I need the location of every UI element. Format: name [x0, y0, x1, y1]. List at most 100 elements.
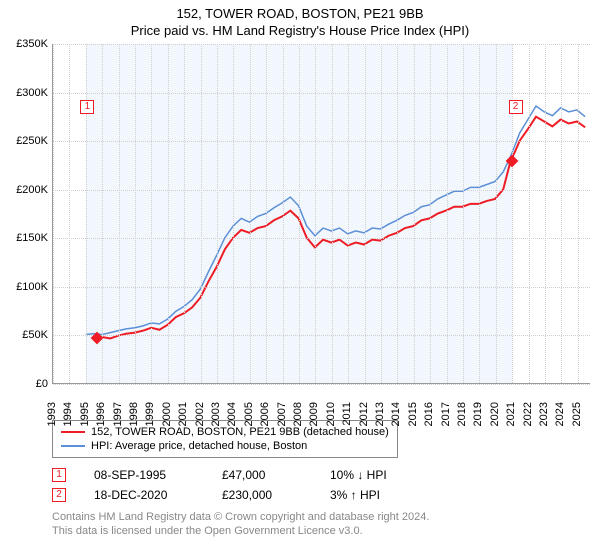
x-tick-label: 2006	[259, 402, 271, 426]
y-axis: £0£50K£100K£150K£200K£250K£300K£350K	[6, 44, 52, 384]
gridline-v	[496, 44, 497, 383]
gridline-v	[184, 44, 185, 383]
x-tick-label: 2016	[423, 402, 435, 426]
x-tick-label: 2012	[358, 402, 370, 426]
x-tick-label: 1994	[62, 402, 74, 426]
gridline-h	[53, 93, 590, 94]
event-marker-label: 2	[509, 100, 523, 114]
sale-marker: 2	[52, 488, 66, 502]
footer-attribution: Contains HM Land Registry data © Crown c…	[52, 510, 594, 539]
gridline-h	[53, 238, 590, 239]
x-tick-label: 2021	[505, 402, 517, 426]
chart-container: 152, TOWER ROAD, BOSTON, PE21 9BB Price …	[0, 0, 600, 560]
gridline-v	[86, 44, 87, 383]
gridline-v	[299, 44, 300, 383]
legend-label: HPI: Average price, detached house, Bost…	[91, 440, 307, 452]
gridline-v	[233, 44, 234, 383]
sale-row: 1 08-SEP-1995 £47,000 10% ↓ HPI	[52, 468, 594, 482]
gridline-v	[561, 44, 562, 383]
x-tick-label: 2008	[292, 402, 304, 426]
x-tick-label: 2005	[243, 402, 255, 426]
legend-swatch	[61, 431, 85, 433]
gridline-v	[250, 44, 251, 383]
x-tick-label: 2022	[522, 402, 534, 426]
legend-label: 152, TOWER ROAD, BOSTON, PE21 9BB (detac…	[91, 426, 389, 438]
sale-row: 218-DEC-2020£230,0003% ↑ HPI	[52, 488, 594, 502]
x-tick-label: 2013	[374, 402, 386, 426]
gridline-v	[529, 44, 530, 383]
gridline-v	[512, 44, 513, 383]
gridline-h	[53, 141, 590, 142]
sale-date: 08-SEP-1995	[94, 468, 194, 482]
sale-marker: 1	[52, 468, 66, 482]
footer-line2: This data is licensed under the Open Gov…	[52, 524, 594, 538]
x-tick-label: 2025	[571, 402, 583, 426]
y-tick-label: £100K	[16, 281, 48, 293]
x-tick-label: 2000	[161, 402, 173, 426]
gridline-v	[53, 44, 54, 383]
gridline-v	[283, 44, 284, 383]
legend-swatch	[61, 445, 85, 447]
gridline-v	[430, 44, 431, 383]
event-marker-label: 1	[80, 100, 94, 114]
gridline-v	[69, 44, 70, 383]
gridline-h	[53, 44, 590, 45]
gridline-v	[266, 44, 267, 383]
chart-svg	[53, 44, 590, 383]
gridline-h	[53, 190, 590, 191]
gridline-v	[381, 44, 382, 383]
sale-delta: 3% ↑ HPI	[330, 488, 380, 502]
x-tick-label: 1996	[95, 402, 107, 426]
sales-table: 108-SEP-1995£47,00010% ↓ HPI218-DEC-2020…	[52, 468, 594, 502]
y-tick-label: £0	[36, 378, 48, 390]
x-tick-label: 1998	[128, 402, 140, 426]
title-block: 152, TOWER ROAD, BOSTON, PE21 9BB Price …	[6, 6, 594, 38]
x-tick-label: 2002	[194, 402, 206, 426]
x-tick-label: 2018	[456, 402, 468, 426]
x-axis: 1993199419951996199719981999200020012002…	[52, 384, 590, 414]
y-tick-label: £350K	[16, 38, 48, 50]
x-tick-label: 2015	[407, 402, 419, 426]
gridline-v	[135, 44, 136, 383]
plot-area: 12	[52, 44, 590, 384]
y-tick-label: £300K	[16, 87, 48, 99]
x-tick-label: 2010	[325, 402, 337, 426]
gridline-v	[447, 44, 448, 383]
x-tick-label: 1995	[79, 402, 91, 426]
x-tick-label: 2001	[177, 402, 189, 426]
x-tick-label: 2011	[341, 402, 353, 426]
x-tick-label: 2024	[554, 402, 566, 426]
x-tick-label: 2004	[226, 402, 238, 426]
legend-row: HPI: Average price, detached house, Bost…	[61, 439, 389, 453]
gridline-v	[479, 44, 480, 383]
legend-row: 152, TOWER ROAD, BOSTON, PE21 9BB (detac…	[61, 425, 389, 439]
sale-delta: 10% ↓ HPI	[330, 468, 387, 482]
gridline-v	[168, 44, 169, 383]
x-tick-label: 1993	[46, 402, 58, 426]
y-tick-label: £250K	[16, 135, 48, 147]
y-tick-label: £150K	[16, 232, 48, 244]
gridline-v	[348, 44, 349, 383]
x-tick-label: 2009	[308, 402, 320, 426]
title-subtitle: Price paid vs. HM Land Registry's House …	[6, 23, 594, 38]
title-address: 152, TOWER ROAD, BOSTON, PE21 9BB	[6, 6, 594, 21]
x-tick-label: 1997	[112, 402, 124, 426]
x-tick-label: 2023	[538, 402, 550, 426]
x-tick-label: 2017	[440, 402, 452, 426]
gridline-v	[151, 44, 152, 383]
chart-area: £0£50K£100K£150K£200K£250K£300K£350K 12 …	[6, 44, 594, 414]
x-tick-label: 2020	[489, 402, 501, 426]
y-tick-label: £200K	[16, 184, 48, 196]
gridline-v	[217, 44, 218, 383]
gridline-v	[578, 44, 579, 383]
x-tick-label: 2019	[472, 402, 484, 426]
sale-price: £47,000	[222, 468, 302, 482]
gridline-h	[53, 335, 590, 336]
gridline-v	[102, 44, 103, 383]
x-tick-label: 1999	[144, 402, 156, 426]
gridline-v	[201, 44, 202, 383]
gridline-h	[53, 287, 590, 288]
sale-price: £230,000	[222, 488, 302, 502]
gridline-v	[332, 44, 333, 383]
x-tick-label: 2007	[276, 402, 288, 426]
